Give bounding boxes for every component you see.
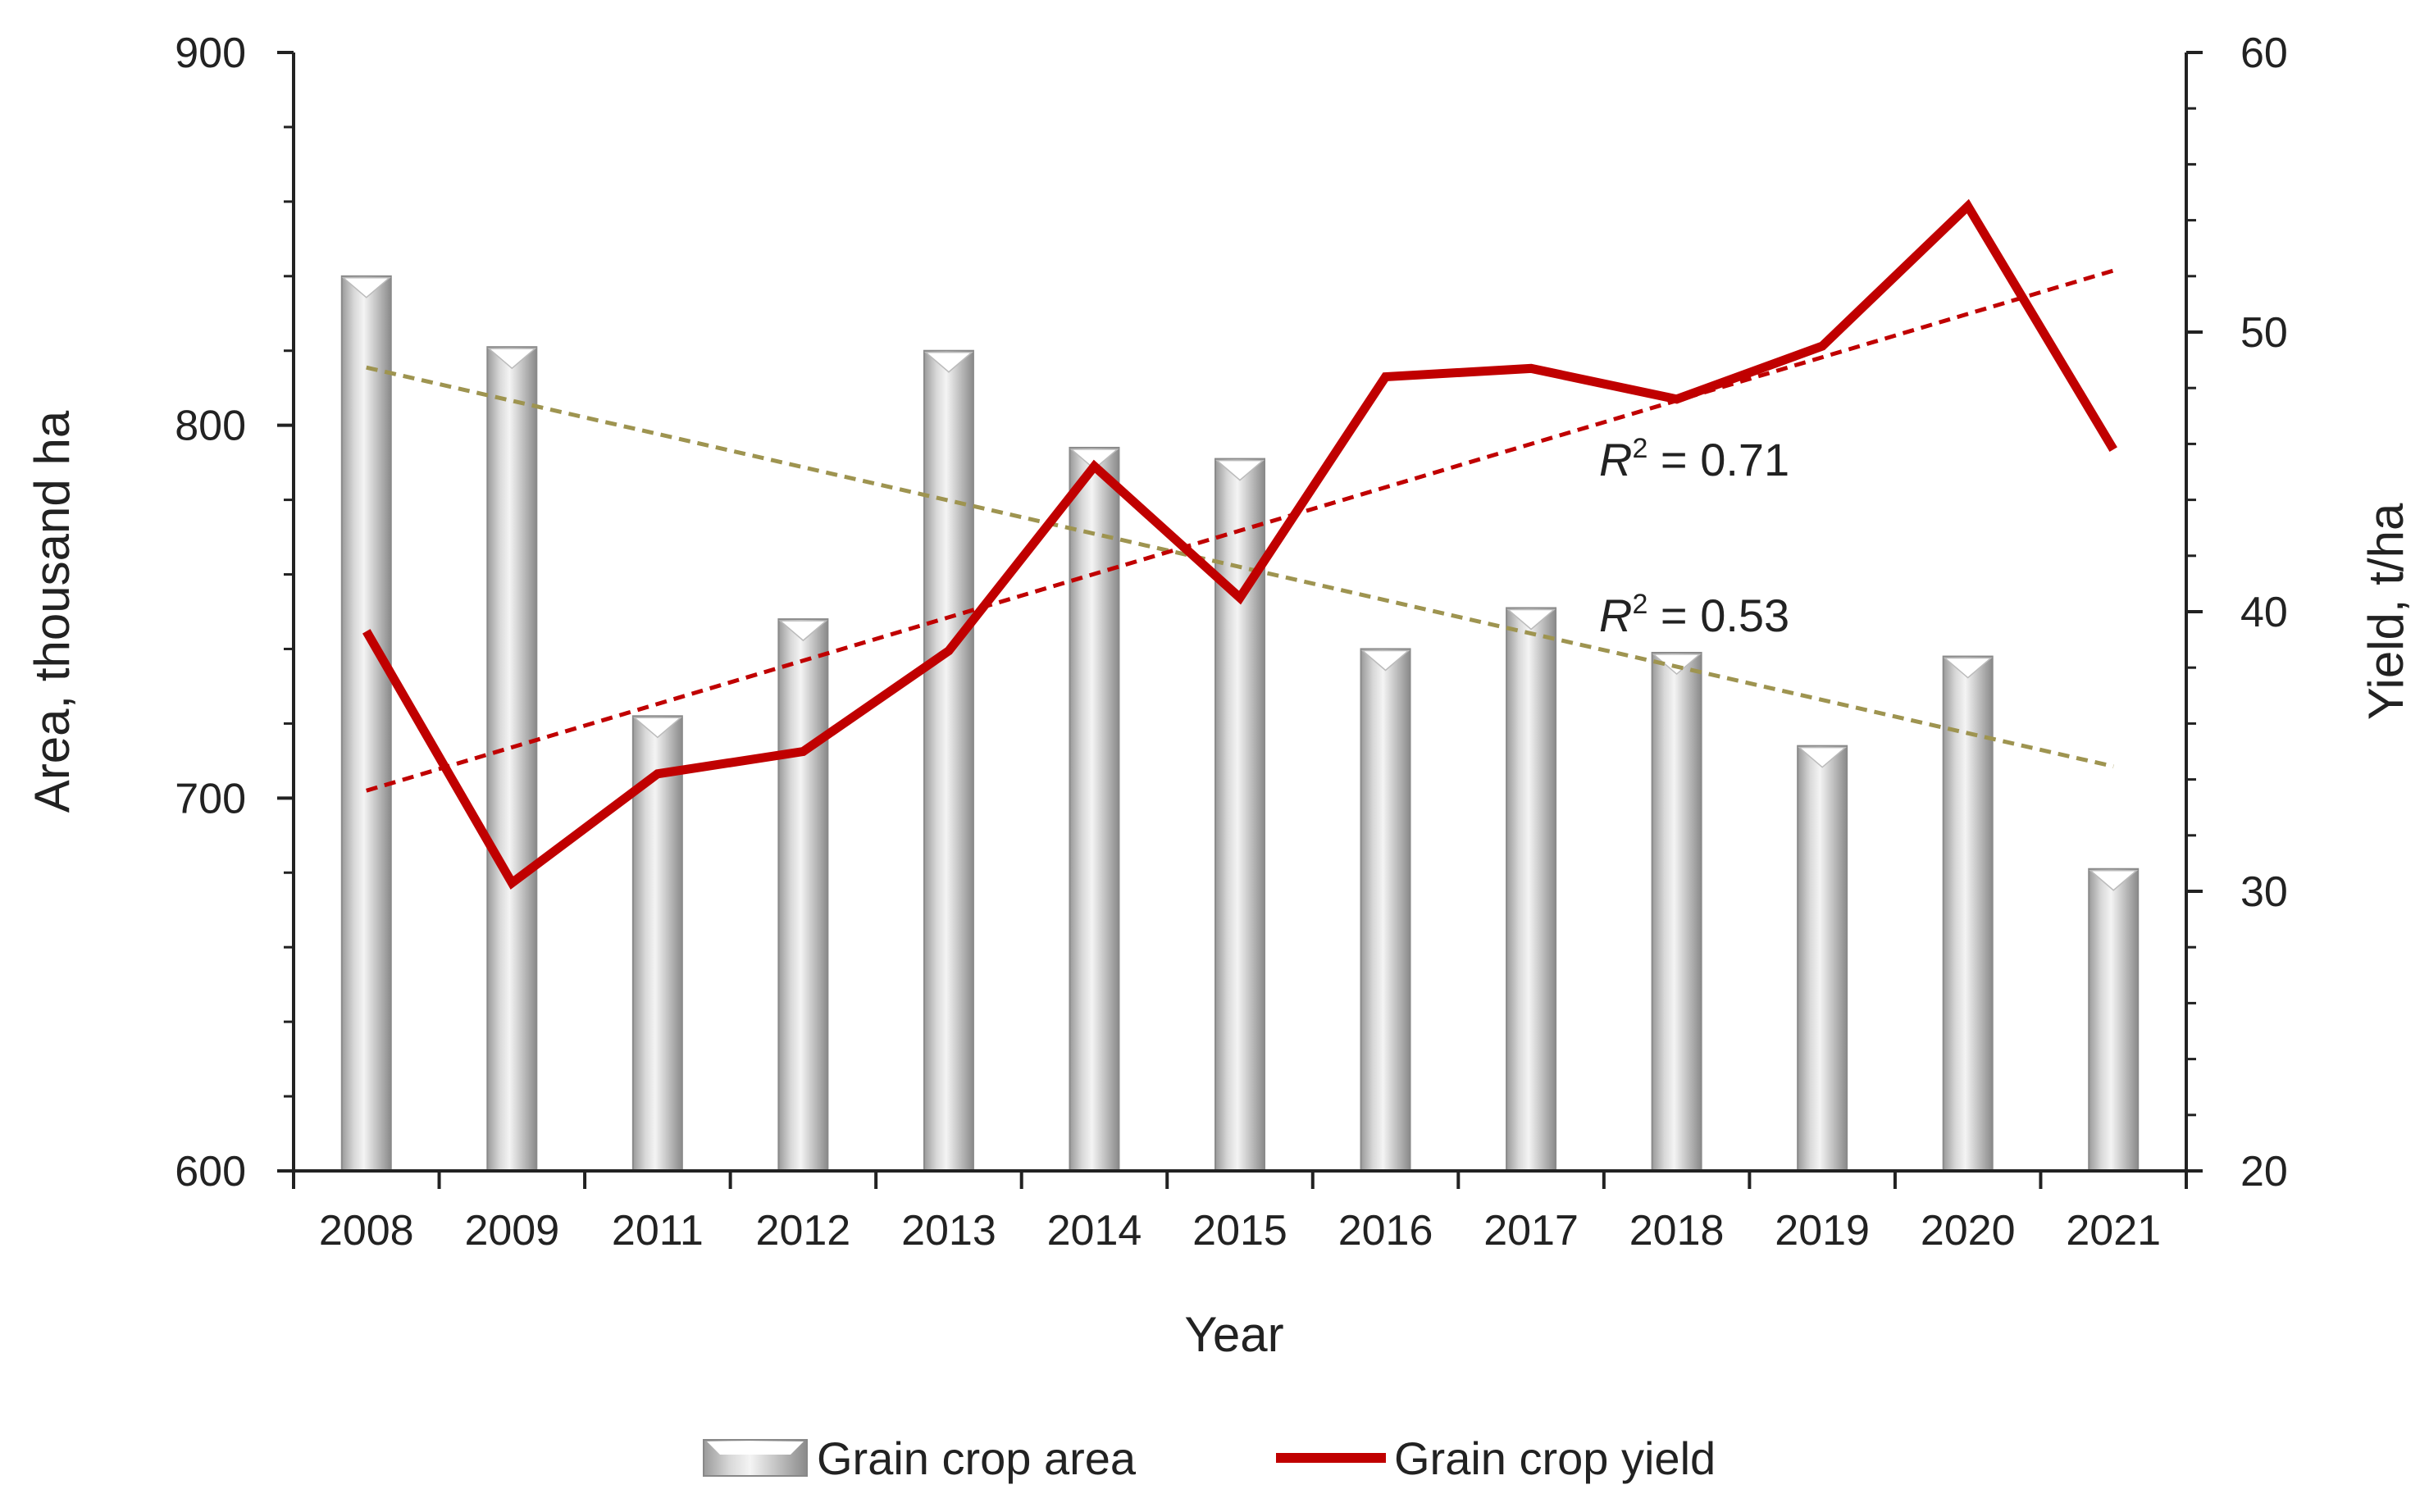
bar-cap-2020 [1943, 657, 1993, 679]
r2-symbol: R [1599, 434, 1632, 485]
yield-line [362, 198, 2117, 890]
bar-cap-2021 [2089, 869, 2139, 891]
r2-superscript: 2 [1632, 589, 1647, 620]
x-axis-title: Year [1184, 1307, 1283, 1362]
bar-area-2008 [340, 275, 392, 1172]
x-tick-label: 2013 [901, 1207, 996, 1255]
r2-label-area: R2 = 0.53 [1599, 589, 1789, 641]
x-tick-label: 2008 [319, 1207, 414, 1255]
x-tick-label: 2015 [1192, 1207, 1287, 1255]
bar-area-2013 [923, 349, 974, 1172]
x-tick-label: 2018 [1629, 1207, 1725, 1255]
x-tick-label: 2016 [1338, 1207, 1433, 1255]
legend-label-yield: Grain crop yield [1394, 1432, 1716, 1484]
bar-area-2014 [1069, 446, 1120, 1172]
bar-cap-2013 [923, 351, 973, 373]
x-tick-label: 2014 [1047, 1207, 1142, 1255]
legend-swatch-area-cap [707, 1441, 804, 1455]
r2-equals: = [1647, 590, 1700, 641]
y-axis-title: Area, thousand ha [25, 410, 80, 813]
bar-area-2009 [486, 346, 538, 1173]
bar-area-2019 [1797, 745, 1848, 1172]
bar-cap-2018 [1652, 654, 1702, 676]
x-tick-label: 2011 [612, 1207, 704, 1255]
right-tick-label: 40 [2240, 589, 2288, 636]
x-tick-label: 2012 [756, 1207, 851, 1255]
bar-cap-2009 [487, 348, 537, 370]
left-tick-label: 900 [175, 30, 246, 77]
right-tick-label: 50 [2240, 309, 2288, 357]
bar-area-2012 [777, 618, 829, 1172]
r2-symbol: R [1599, 590, 1632, 641]
trendline-area [366, 365, 2114, 769]
r2-value: 0.71 [1700, 434, 1789, 485]
r2-superscript: 2 [1632, 433, 1647, 464]
bar-cap-2008 [341, 277, 391, 298]
r2-value: 0.53 [1700, 590, 1789, 641]
bar-cap-2015 [1214, 459, 1265, 481]
bar-cap-2012 [778, 620, 828, 642]
x-tick-label: 2019 [1775, 1207, 1870, 1255]
x-tick-label: 2020 [1921, 1207, 2016, 1255]
bar-cap-2016 [1360, 649, 1410, 672]
area-bars [340, 275, 2140, 1173]
bar-area-2021 [2088, 868, 2140, 1172]
x-tick-label: 2009 [464, 1207, 559, 1255]
bar-cap-2019 [1798, 746, 1848, 768]
bar-area-2020 [1942, 655, 1994, 1172]
x-tick-label: 2017 [1483, 1207, 1579, 1255]
right-tick-label: 30 [2240, 868, 2288, 916]
left-tick-label: 700 [175, 775, 246, 822]
left-tick-label: 600 [175, 1148, 246, 1195]
bar-cap-2011 [632, 717, 682, 739]
trendlines [366, 268, 2114, 793]
bar-cap-2014 [1069, 449, 1119, 470]
y2-axis-title: Yield, t/ha [2358, 503, 2413, 720]
yield-line-group [362, 198, 2117, 890]
left-tick-label: 800 [175, 403, 246, 450]
right-tick-label: 60 [2240, 30, 2288, 77]
bar-area-2018 [1651, 652, 1702, 1172]
legend: Grain crop area Grain crop yield [703, 1432, 1716, 1484]
x-tick-label: 2021 [2066, 1207, 2161, 1255]
right-tick-label: 20 [2240, 1148, 2288, 1195]
bar-cap-2017 [1506, 608, 1556, 631]
r2-label-yield: R2 = 0.71 [1599, 433, 1789, 485]
legend-label-area: Grain crop area [817, 1432, 1137, 1484]
bar-area-2016 [1360, 648, 1411, 1172]
trendline-yield [366, 268, 2114, 793]
r2-equals: = [1647, 434, 1700, 485]
bar-area-2011 [631, 715, 683, 1172]
bar-area-2017 [1506, 607, 1557, 1172]
